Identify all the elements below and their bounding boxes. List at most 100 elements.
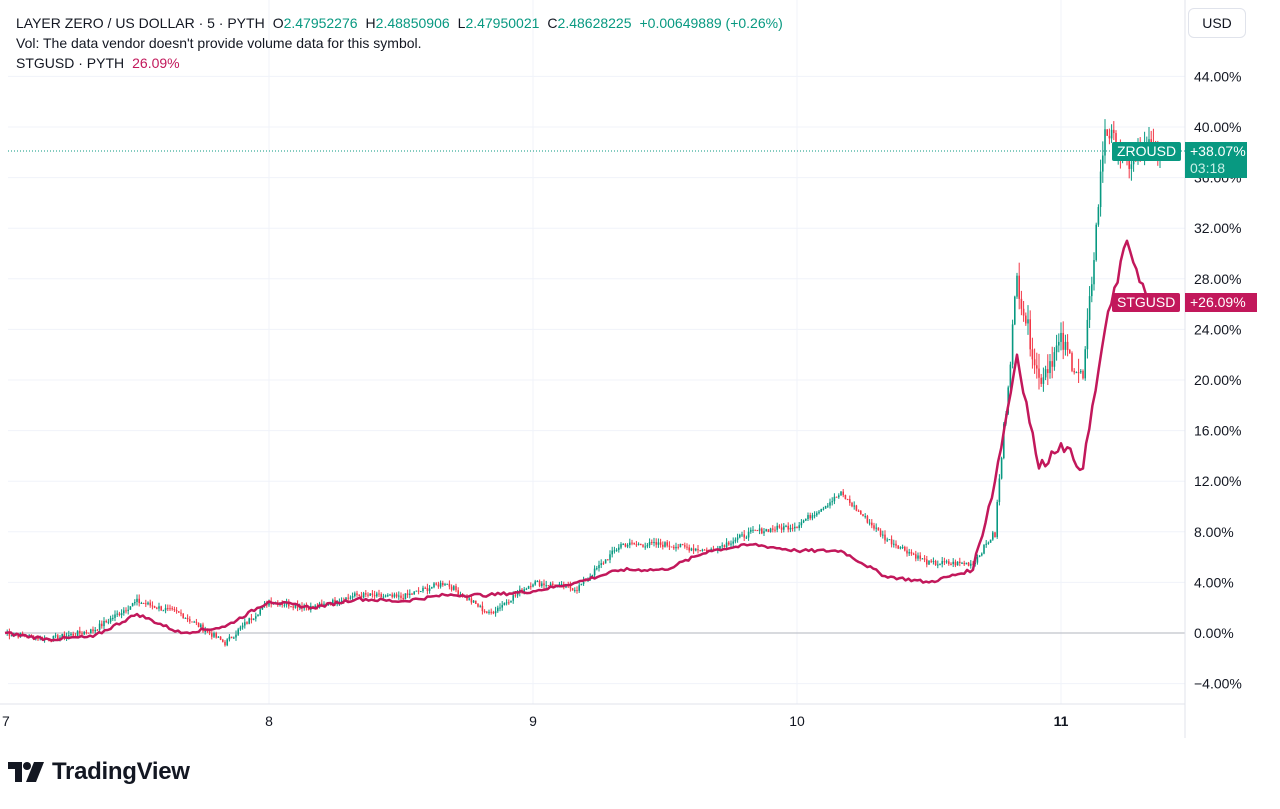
zro-candle-body — [888, 539, 891, 541]
zro-candle-body — [959, 561, 961, 564]
zro-candle-body — [145, 603, 147, 605]
zro-countdown: 03:18 — [1190, 160, 1226, 176]
zro-candle-body — [820, 509, 822, 512]
zro-candle-body — [259, 609, 261, 615]
zro-candle-body — [741, 534, 743, 536]
zro-candle-body — [939, 564, 941, 566]
zro-candle-body — [580, 583, 583, 586]
zro-candle-body — [409, 593, 411, 595]
x-tick-label: 7 — [2, 713, 10, 729]
zro-candle-body — [358, 594, 360, 596]
zro-candle-body — [213, 633, 215, 637]
zro-candle-body — [800, 522, 803, 526]
zro-candle-body — [1014, 296, 1016, 325]
zro-candle-body — [875, 527, 877, 529]
zro-candle-body — [241, 625, 244, 628]
zro-candle-body — [607, 559, 609, 561]
x-tick-label: 11 — [1054, 713, 1069, 729]
compare-value: 26.09% — [132, 55, 180, 71]
zro-candle-body — [824, 505, 827, 509]
zro-candle-body — [525, 588, 528, 590]
zro-candle-body — [459, 594, 462, 596]
currency-button[interactable]: USD — [1188, 8, 1246, 38]
zro-candle-body — [413, 591, 415, 595]
zro-candle-body — [598, 564, 600, 569]
zro-candle-body — [37, 637, 39, 640]
zro-candle-body — [778, 525, 781, 528]
zro-candle-body — [1150, 139, 1152, 143]
zro-candle-body — [763, 531, 765, 534]
zro-candle-body — [123, 610, 125, 614]
zro-candle-body — [257, 614, 259, 617]
zro-candle-body — [1106, 129, 1108, 136]
zro-candle-body — [516, 593, 519, 596]
zro-candle-body — [534, 581, 536, 585]
zro-candle-body — [248, 618, 250, 624]
zro-candle-body — [699, 550, 701, 552]
zro-candle-body — [136, 598, 138, 602]
zro-candle-body — [354, 593, 356, 597]
x-tick-label: 9 — [529, 713, 537, 729]
zro-candle-body — [107, 621, 110, 623]
zro-candle-body — [618, 547, 620, 550]
zro-candle-body — [400, 595, 402, 598]
legend-compare-row: STGUSD · PYTH 26.09% — [16, 53, 783, 73]
zro-candle-body — [171, 608, 173, 610]
symbol-title[interactable]: LAYER ZERO / US DOLLAR · 5 · PYTH — [16, 15, 265, 31]
zro-candle-body — [1128, 159, 1130, 169]
zro-candle-body — [340, 600, 343, 602]
zro-candle-body — [450, 586, 453, 590]
zro-candle-body — [61, 634, 63, 638]
zro-candle-body — [50, 641, 52, 643]
zro-candle-body — [167, 608, 169, 610]
zro-candle-body — [798, 525, 800, 528]
zro-candle-body — [1027, 319, 1029, 324]
zro-candle-body — [68, 635, 70, 637]
time-axis[interactable]: 7 8 9 10 11 — [2, 713, 1069, 729]
high-value: 2.48850906 — [375, 15, 450, 31]
volume-note: Vol: The data vendor doesn't provide vol… — [16, 35, 422, 51]
compare-symbol[interactable]: STGUSD · PYTH — [16, 55, 125, 71]
zro-candle-body — [455, 586, 457, 591]
legend-volume-row: Vol: The data vendor doesn't provide vol… — [16, 33, 783, 53]
zro-candle-body — [314, 605, 316, 608]
zro-candle-body — [976, 556, 979, 563]
zro-candle-body — [250, 618, 253, 620]
zro-candle-body — [1018, 275, 1020, 299]
zro-candle-body — [899, 547, 902, 549]
zro-candle-body — [129, 606, 132, 610]
zro-candle-body — [1095, 224, 1097, 261]
zro-candle-body — [866, 516, 869, 523]
zro-candle-body — [901, 546, 904, 548]
zro-candle-body — [1080, 370, 1082, 373]
zro-candle-body — [622, 544, 624, 546]
zro-candle-body — [915, 554, 917, 559]
zro-candle-body — [1033, 359, 1036, 366]
zro-candle-body — [844, 495, 847, 500]
zro-candle-body — [1003, 423, 1005, 458]
zro-candle-body — [8, 632, 11, 636]
zro-candle-body — [811, 515, 814, 519]
zro-candle-body — [437, 584, 440, 587]
zro-candle-body — [371, 593, 374, 595]
zro-candle-body — [684, 545, 686, 547]
zro-candle-body — [794, 526, 796, 529]
zro-candle-body — [591, 575, 594, 577]
zro-candle-body — [659, 542, 662, 545]
zro-candle-body — [862, 514, 864, 517]
zro-candle-body — [578, 585, 580, 591]
zro-candle-body — [206, 630, 209, 632]
zro-candle-body — [853, 505, 855, 507]
tradingview-logo[interactable]: TradingView — [8, 758, 190, 786]
y-tick-label: −4.00% — [1194, 676, 1242, 692]
zro-candle-body — [147, 602, 149, 605]
zro-candle-body — [475, 600, 477, 604]
zro-candle-body — [558, 583, 561, 586]
zro-candle-body — [952, 561, 954, 565]
zro-candle-body — [197, 622, 200, 627]
zro-candle-body — [780, 527, 783, 530]
zro-candle-body — [360, 595, 363, 598]
zro-candle-body — [1086, 319, 1089, 350]
zro-candle-body — [76, 630, 79, 636]
